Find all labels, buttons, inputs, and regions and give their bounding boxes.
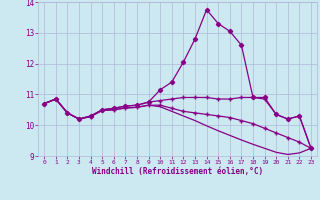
X-axis label: Windchill (Refroidissement éolien,°C): Windchill (Refroidissement éolien,°C)	[92, 167, 263, 176]
